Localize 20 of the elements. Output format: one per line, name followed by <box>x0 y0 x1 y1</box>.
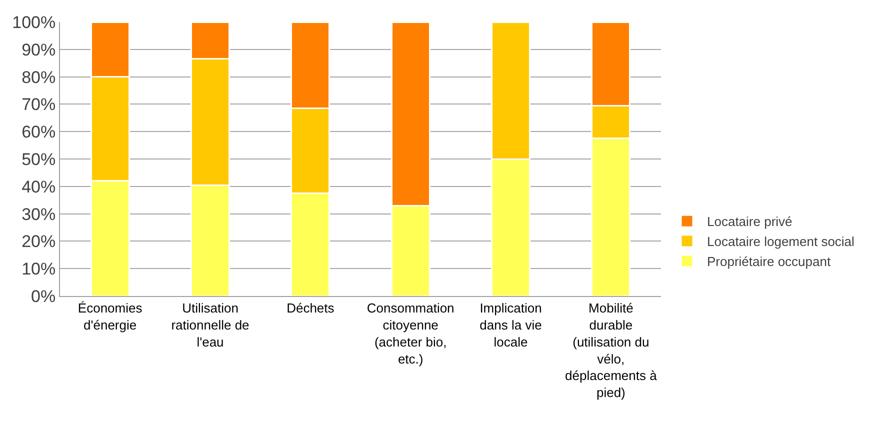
x-tick-label: Implication dans la vie locale <box>480 300 542 350</box>
x-tick-label: Consommation citoyenne (acheter bio, etc.) <box>366 300 454 366</box>
y-tick-label: 70% <box>22 95 56 114</box>
x-tick-label: Mobilité durable (utilisation du vélo, déplacements à pied) <box>565 300 658 400</box>
y-tick-label: 40% <box>22 177 56 196</box>
legend-label: Locataire privé <box>707 214 792 230</box>
y-tick-label: 50% <box>22 150 56 169</box>
x-tick-label: Utilisation rationnelle de l'eau <box>171 300 250 350</box>
x-tick-label: Déchets <box>286 300 335 316</box>
y-tick-label: 10% <box>22 260 56 279</box>
y-tick-label: 0% <box>31 286 56 306</box>
y-tick-label: 80% <box>22 68 56 87</box>
y-tick-label: 60% <box>22 122 56 142</box>
x-tick-label: Économies d'énergie <box>78 300 143 332</box>
legend-label: Propriétaire occupant <box>707 254 831 270</box>
y-tick-label: 100% <box>12 12 56 32</box>
legend-label: Locataire logement social <box>707 234 855 250</box>
y-tick-label: 90% <box>22 40 56 60</box>
y-tick-label: 30% <box>22 204 56 224</box>
y-tick-label: 20% <box>22 232 56 252</box>
